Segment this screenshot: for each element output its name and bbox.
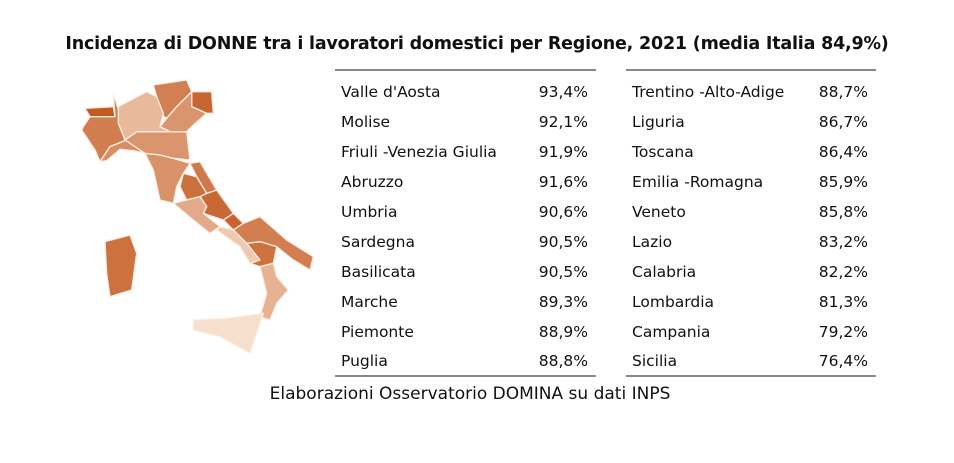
- region-name: Campania: [632, 323, 711, 341]
- region-value: 85,9%: [818, 173, 868, 191]
- region-name: Basilicata: [341, 263, 416, 281]
- region-name: Calabria: [632, 263, 697, 281]
- table-left: Valle d'Aosta 93,4% Molise 92,1% Friuli -Ven…: [335, 69, 596, 377]
- table-row: Trentino -Alto-Adige 88,7%: [626, 77, 876, 107]
- region-name: Piemonte: [341, 323, 414, 341]
- region-name: Lombardia: [632, 293, 715, 311]
- map-region-campania: [216, 226, 261, 264]
- region-name: Emilia -Romagna: [632, 173, 764, 191]
- italy-choropleth-map: [80, 79, 314, 354]
- table-row: Veneto 85,8%: [626, 197, 876, 227]
- region-name: Umbria: [341, 203, 398, 221]
- region-name: Trentino -Alto-Adige: [632, 83, 785, 101]
- region-name: Sardegna: [341, 233, 415, 251]
- table-row: Valle d'Aosta 93,4%: [335, 77, 596, 107]
- region-value: 90,5%: [538, 263, 588, 281]
- map-region-valle-d-aosta: [84, 105, 116, 118]
- table-row: Lombardia 81,3%: [626, 287, 876, 317]
- region-value: 92,1%: [538, 113, 588, 131]
- table-right: Trentino -Alto-Adige 88,7% Liguria 86,7% Tos…: [626, 69, 876, 377]
- region-name: Abruzzo: [341, 173, 404, 191]
- table-row: Molise 92,1%: [335, 107, 596, 137]
- table-row: Puglia 88,8%: [335, 347, 596, 375]
- table-row: Abruzzo 91,6%: [335, 167, 596, 197]
- table-row: Marche 89,3%: [335, 287, 596, 317]
- table-row: Basilicata 90,5%: [335, 257, 596, 287]
- region-value: 93,4%: [538, 83, 588, 101]
- table-row: Sardegna 90,5%: [335, 227, 596, 257]
- region-value: 88,9%: [538, 323, 588, 341]
- map-region-calabria: [259, 262, 289, 321]
- region-value: 82,2%: [818, 263, 868, 281]
- table-row: Sicilia 76,4%: [626, 347, 876, 375]
- region-value: 88,8%: [538, 352, 588, 370]
- table-row: Calabria 82,2%: [626, 257, 876, 287]
- chart-title: Incidenza di DONNE tra i lavoratori dome…: [65, 34, 889, 54]
- map-region-veneto: [159, 90, 208, 133]
- region-name: Molise: [341, 113, 391, 131]
- table-row: Toscana 86,4%: [626, 137, 876, 167]
- region-value: 85,8%: [818, 203, 868, 221]
- region-name: Valle d'Aosta: [341, 83, 441, 101]
- region-value: 83,2%: [818, 233, 868, 251]
- region-value: 90,6%: [538, 203, 588, 221]
- region-name: Sicilia: [632, 352, 678, 370]
- region-value: 86,7%: [818, 113, 868, 131]
- region-name: Veneto: [632, 203, 686, 221]
- region-name: Puglia: [341, 352, 388, 370]
- table-row: Liguria 86,7%: [626, 107, 876, 137]
- region-value: 81,3%: [818, 293, 868, 311]
- map-region-marche: [189, 161, 218, 194]
- map-region-lazio: [172, 196, 221, 234]
- map-region-sicilia: [192, 312, 264, 354]
- region-name: Toscana: [632, 143, 694, 161]
- region-value: 76,4%: [818, 352, 868, 370]
- region-name: Lazio: [632, 233, 673, 251]
- table-row: Lazio 83,2%: [626, 227, 876, 257]
- table-row: Umbria 90,6%: [335, 197, 596, 227]
- map-region-lombardia: [117, 90, 171, 141]
- region-name: Friuli -Venezia Giulia: [341, 143, 497, 161]
- region-value: 86,4%: [818, 143, 868, 161]
- source-note: Elaborazioni Osservatorio DOMINA su dati…: [269, 384, 671, 404]
- region-name: Liguria: [632, 113, 685, 131]
- region-name: Marche: [341, 293, 398, 311]
- region-value: 89,3%: [538, 293, 588, 311]
- map-region-sardegna: [104, 234, 138, 298]
- region-value: 91,9%: [538, 143, 588, 161]
- table-row: Campania 79,2%: [626, 317, 876, 347]
- table-row: Friuli -Venezia Giulia 91,9%: [335, 137, 596, 167]
- region-value: 88,7%: [818, 83, 868, 101]
- region-value: 90,5%: [538, 233, 588, 251]
- region-value: 91,6%: [538, 173, 588, 191]
- region-value: 79,2%: [818, 323, 868, 341]
- table-row: Emilia -Romagna 85,9%: [626, 167, 876, 197]
- table-row: Piemonte 88,9%: [335, 317, 596, 347]
